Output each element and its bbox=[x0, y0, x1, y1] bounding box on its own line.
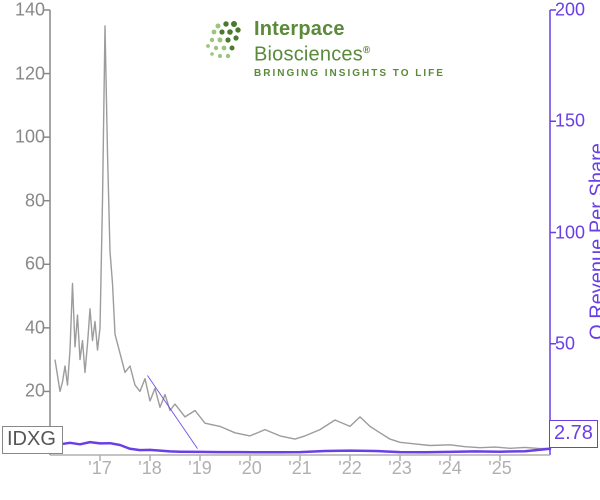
x-axis-tick: '17 bbox=[88, 458, 111, 479]
connector-line bbox=[148, 376, 198, 449]
left-axis-tick: 100 bbox=[15, 127, 45, 148]
logo-brand-a: Interpace bbox=[254, 18, 345, 40]
logo-brand: Interpace Biosciences® bbox=[254, 18, 445, 66]
x-axis-tick: '25 bbox=[488, 458, 511, 479]
right-axis-tick: 50 bbox=[555, 333, 575, 354]
x-axis-tick: '23 bbox=[388, 458, 411, 479]
logo-mark bbox=[200, 18, 244, 62]
logo-registered: ® bbox=[363, 45, 371, 56]
right-axis-tick: 100 bbox=[555, 222, 585, 243]
price-series-line bbox=[55, 26, 550, 449]
current-value: 2.78 bbox=[549, 420, 598, 448]
chart-container: Interpace Biosciences® BRINGING INSIGHTS… bbox=[0, 0, 600, 500]
left-axis-tick: 60 bbox=[25, 254, 45, 275]
x-axis-tick: '21 bbox=[288, 458, 311, 479]
right-axis-title: Q Revenue Per Share bbox=[587, 143, 600, 340]
logo-tagline: BRINGING INSIGHTS TO LIFE bbox=[254, 68, 445, 79]
x-axis-tick: '22 bbox=[338, 458, 361, 479]
x-axis-tick: '19 bbox=[188, 458, 211, 479]
logo-brand-b: Biosciences bbox=[254, 44, 363, 66]
left-axis-tick: 140 bbox=[15, 0, 45, 21]
left-axis-tick: 20 bbox=[25, 381, 45, 402]
right-axis-tick: 150 bbox=[555, 111, 585, 132]
left-axis-tick: 80 bbox=[25, 190, 45, 211]
left-axis-tick: 40 bbox=[25, 317, 45, 338]
x-axis-tick: '20 bbox=[238, 458, 261, 479]
x-axis-tick: '18 bbox=[138, 458, 161, 479]
left-axis-tick: 120 bbox=[15, 63, 45, 84]
x-axis-tick: '24 bbox=[438, 458, 461, 479]
ticker-symbol: IDXG bbox=[2, 426, 63, 454]
company-logo: Interpace Biosciences® BRINGING INSIGHTS… bbox=[200, 18, 445, 79]
right-axis-tick: 200 bbox=[555, 0, 585, 21]
